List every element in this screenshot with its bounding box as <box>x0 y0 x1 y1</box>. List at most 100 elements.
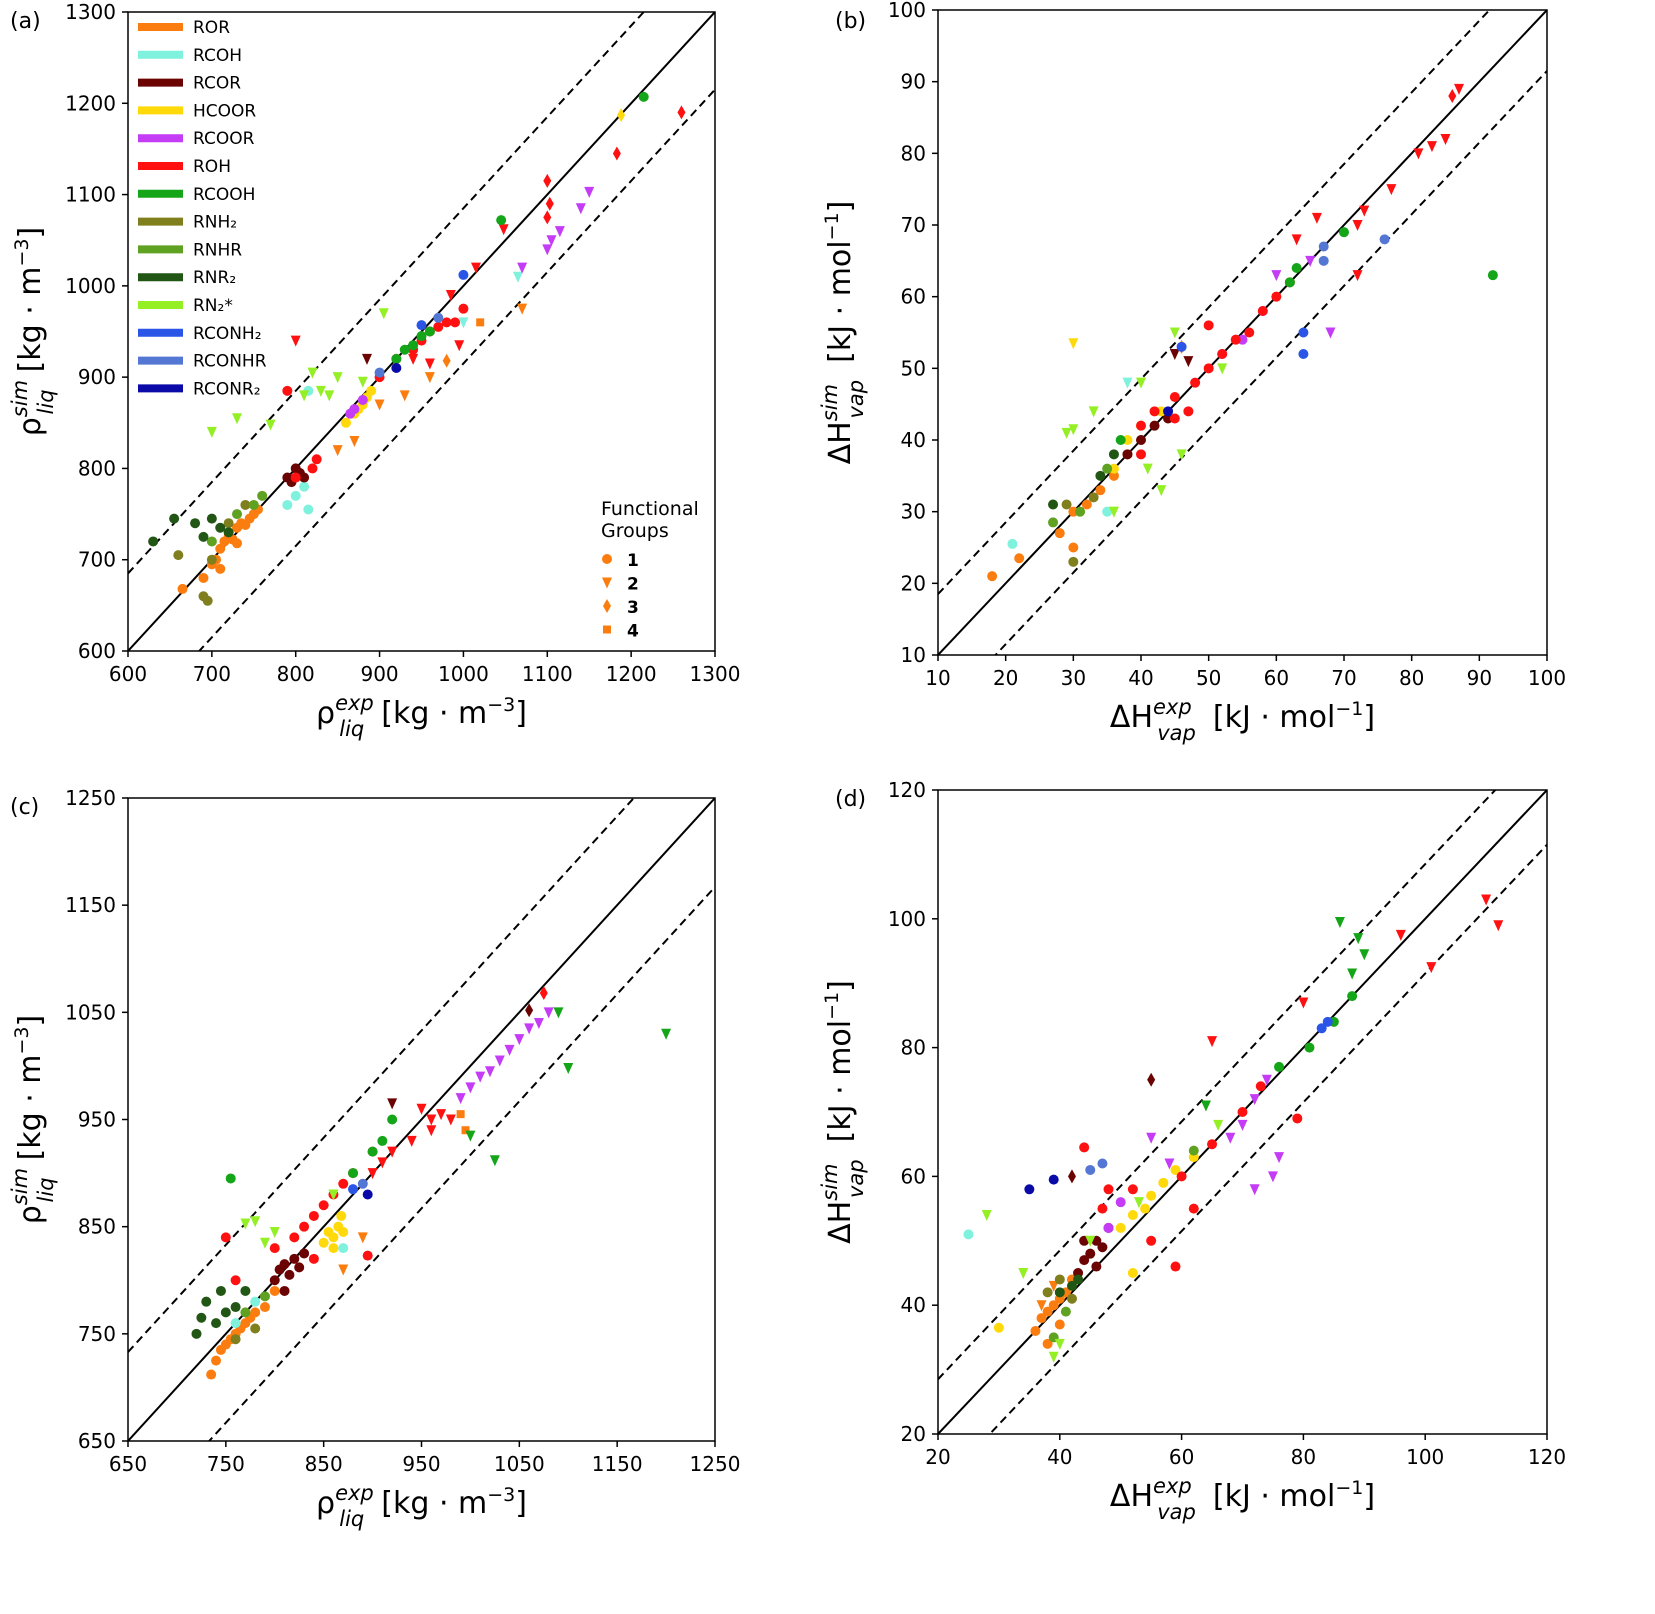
axis-label-subscript: liq <box>339 717 364 741</box>
data-point-roh <box>1481 894 1492 906</box>
panel-label: (b) <box>835 9 866 34</box>
data-point-rnr2 <box>198 531 209 542</box>
x-tick-label: 70 <box>1331 666 1356 690</box>
upper-bound-dashed-line <box>938 790 1497 1380</box>
data-point-rconr2 <box>1024 1184 1035 1195</box>
x-tick-label: 20 <box>993 666 1018 690</box>
y-tick-label: 600 <box>78 639 116 663</box>
data-point-rcor <box>525 1003 534 1018</box>
data-point-roh <box>416 1103 427 1115</box>
data-point-ror <box>476 318 485 327</box>
data-point-hcoor <box>328 1243 339 1254</box>
y-tick-label: 750 <box>78 1322 116 1346</box>
data-point-rcooh <box>1339 227 1349 238</box>
data-point-rn2star <box>357 376 368 388</box>
data-point-rcooh <box>1284 277 1295 288</box>
data-point-ror <box>232 538 243 549</box>
data-point-rn2star <box>307 367 318 379</box>
data-point-rcoor <box>465 1082 476 1094</box>
data-point-rnr2 <box>196 1312 207 1323</box>
data-point-roh <box>1352 270 1363 282</box>
data-point-roh <box>289 1232 300 1243</box>
data-point-roh <box>307 463 318 474</box>
axis-label-superscript: sim <box>818 1164 842 1201</box>
axis-label-superscript: exp <box>1153 1474 1192 1498</box>
data-point-rconh2 <box>348 1184 359 1195</box>
data-point-rcoh <box>512 271 523 283</box>
data-point-roh <box>1291 234 1302 246</box>
data-point-rcoor <box>554 226 565 238</box>
y-tick-label: 1300 <box>65 0 116 24</box>
data-point-rcoor <box>1146 1132 1157 1144</box>
data-point-rn2star <box>1108 506 1119 518</box>
data-point-roh <box>290 472 301 483</box>
y-axis-label: ρsimliq [kg · m−3] <box>8 227 58 437</box>
data-point-rnr2 <box>1108 449 1119 460</box>
data-point-rnhr <box>206 536 217 547</box>
axis-label-symbol: ρ <box>13 417 48 436</box>
data-point-roh <box>1136 449 1146 460</box>
data-point-rcooh <box>563 1063 574 1075</box>
axis-label-exponent: −3 <box>487 1484 515 1506</box>
data-point-rnhr <box>1188 1145 1199 1156</box>
y-tick-label: 60 <box>901 1164 926 1188</box>
data-point-rcoor <box>455 1093 466 1105</box>
data-point-rnh2 <box>230 1334 241 1345</box>
data-point-rconhr <box>357 1178 368 1189</box>
data-point-ror <box>1036 1313 1047 1324</box>
data-point-roh <box>1237 1107 1248 1117</box>
data-point-rnr2 <box>206 513 217 524</box>
data-point-rnh2 <box>1066 1293 1077 1304</box>
data-point-roh <box>498 224 509 236</box>
data-point-roh <box>318 1200 329 1211</box>
data-point-rcooh <box>424 326 435 337</box>
axis-label-bracket: ] <box>13 227 48 239</box>
data-point-roh <box>426 1125 437 1137</box>
data-point-rcooh <box>1274 1061 1285 1072</box>
data-point-rnhr <box>1075 506 1086 517</box>
data-point-roh <box>1426 141 1437 153</box>
data-point-ror <box>1108 470 1119 481</box>
data-point-ror <box>250 1307 261 1318</box>
x-tick-label: 80 <box>1399 666 1424 690</box>
data-point-roh <box>1207 1036 1218 1048</box>
data-point-ror <box>215 543 226 554</box>
legend-label: RNHR <box>193 240 242 260</box>
data-point-ror <box>1036 1300 1047 1312</box>
data-point-rcooh <box>1347 968 1358 980</box>
y-axis-label: ΔHsimvap [kJ · mol−1] <box>818 201 868 465</box>
parity-line <box>938 10 1547 655</box>
data-point-rcoh <box>282 499 293 510</box>
plot-area <box>938 790 1547 1434</box>
data-point-hcoor <box>1158 1177 1169 1188</box>
data-point-roh <box>1183 406 1194 417</box>
data-point-ror <box>349 436 360 448</box>
legend-label: RNH₂ <box>193 213 237 233</box>
data-point-rcor <box>1079 1255 1090 1266</box>
marker-legend-diamond-icon <box>603 599 611 613</box>
data-point-rn2star <box>1217 363 1228 375</box>
data-point-ror <box>1042 1338 1053 1349</box>
data-point-rcoor <box>1249 1094 1260 1106</box>
data-point-roh <box>367 1168 378 1180</box>
axis-label-subscript: vap <box>844 1159 868 1198</box>
data-point-roh <box>1207 1139 1218 1150</box>
data-point-rnh2 <box>202 595 213 606</box>
data-point-roh <box>471 262 482 274</box>
data-point-rn2star <box>1085 1235 1096 1247</box>
data-point-rcooh <box>416 331 427 342</box>
marker-legend-title: Functional <box>601 498 699 520</box>
data-point-roh <box>282 385 293 396</box>
y-axis-label: ρsimliq [kg · m−3] <box>8 1015 58 1225</box>
x-tick-label: 10 <box>925 666 950 690</box>
data-point-ror <box>1030 1325 1041 1336</box>
data-point-roh <box>1169 392 1180 402</box>
data-point-roh <box>408 353 419 365</box>
axis-label-superscript: exp <box>335 1481 374 1505</box>
data-point-hcoor <box>338 1227 349 1238</box>
data-point-rcooh <box>638 91 649 102</box>
legend-label: RCOR <box>193 74 241 94</box>
y-tick-label: 100 <box>888 907 926 931</box>
data-point-rcooh <box>399 344 410 355</box>
marker-legend-label: 3 <box>627 598 639 618</box>
